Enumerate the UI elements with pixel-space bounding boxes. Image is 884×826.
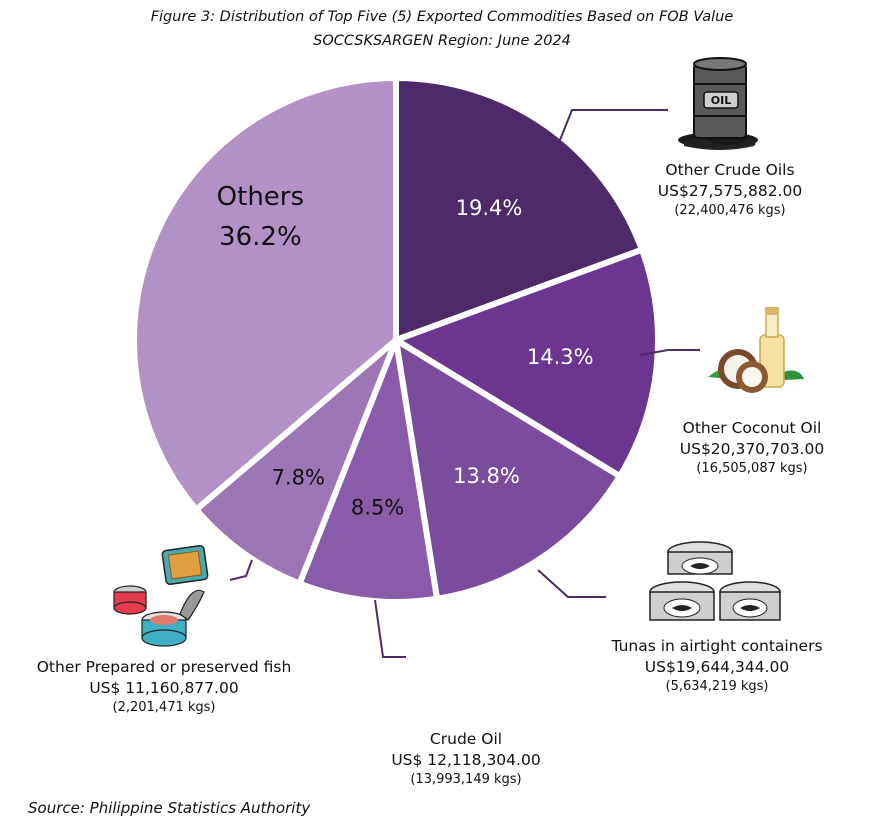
canned-tuna-icon <box>649 541 781 621</box>
slice-percent-label: 13.8% <box>453 464 520 488</box>
label-prepared-fish: Other Prepared or preserved fish US$ 11,… <box>36 658 292 715</box>
slice-name-label: Others <box>217 182 304 212</box>
pie-slice-6 <box>131 75 399 513</box>
oil-barrel-icon: OIL <box>678 57 758 150</box>
leader-line <box>639 349 700 356</box>
percent-labels: 19.4% 14.3% 13.8% 8.5% 7.8% Others 36.2% <box>217 182 594 520</box>
svg-text:OIL: OIL <box>711 94 731 107</box>
pie-slice-4 <box>296 337 440 605</box>
leader-line <box>549 109 668 166</box>
chart-title: Figure 3: Distribution of Top Five (5) E… <box>150 9 734 25</box>
pie-slice-5 <box>193 337 399 587</box>
leader-lines <box>229 109 700 658</box>
leader-line <box>374 599 406 658</box>
slice-percent-label: 8.5% <box>351 496 404 520</box>
pie-slices <box>131 75 661 605</box>
source-note: Source: Philippine Statistics Authority <box>28 799 311 817</box>
label-crude-oil: Crude Oil US$ 12,118,304.00 (13,993,149 … <box>391 730 541 787</box>
canned-fish-icon <box>113 545 209 647</box>
leader-line <box>537 569 606 598</box>
slice-percent-label: 36.2% <box>219 222 302 252</box>
slice-percent-label: 14.3% <box>527 345 594 369</box>
coconut-oil-icon <box>708 307 804 393</box>
pie-slice-2 <box>393 246 661 480</box>
chart-subtitle: SOCCSKSARGEN Region: June 2024 <box>313 33 571 49</box>
pie-slice-3 <box>393 337 623 602</box>
pie-slice-1 <box>393 75 645 343</box>
label-other-coconut-oil: Other Coconut Oil US$20,370,703.00 (16,5… <box>679 419 825 476</box>
label-tunas: Tunas in airtight containers US$19,644,3… <box>611 637 823 694</box>
label-other-crude-oils: Other Crude Oils US$27,575,882.00 (22,40… <box>657 161 803 218</box>
slice-percent-label: 7.8% <box>272 465 325 489</box>
leader-line <box>229 559 253 581</box>
slice-percent-label: 19.4% <box>456 196 523 220</box>
